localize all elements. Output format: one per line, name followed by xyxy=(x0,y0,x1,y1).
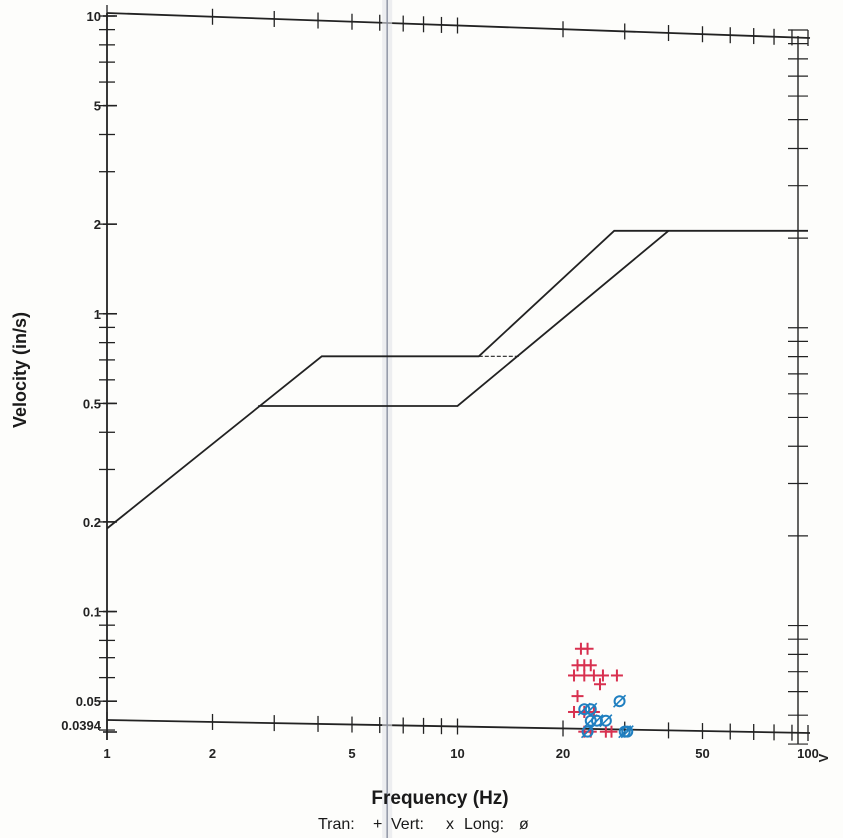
tran-point xyxy=(568,669,581,682)
long-point xyxy=(599,714,613,728)
right-axis-marker: V xyxy=(816,753,831,762)
tran-point xyxy=(581,642,594,655)
y-tick-label: 0.0394 xyxy=(61,718,102,733)
y-tick-label: 0.5 xyxy=(83,396,101,411)
tran-point xyxy=(596,669,609,682)
axis-lines xyxy=(99,0,811,838)
tran-point xyxy=(571,690,584,703)
long-point xyxy=(613,694,627,708)
x-tick-label: 10 xyxy=(450,746,464,761)
data-points xyxy=(568,642,634,739)
y-tick-label: 10 xyxy=(87,9,101,24)
y-tick-label: 0.05 xyxy=(76,694,101,709)
y-tick-label: 5 xyxy=(94,99,101,114)
x-tick-label: 100 xyxy=(797,746,819,761)
tran-point xyxy=(593,678,606,691)
criteria-line xyxy=(106,229,808,530)
legend-symbol-tran: + xyxy=(373,816,382,833)
criteria-line xyxy=(258,230,670,407)
legend-symbol-long: ø xyxy=(519,816,529,833)
x-tick-label: 50 xyxy=(695,746,709,761)
y-tick-label: 0.2 xyxy=(83,515,101,530)
tran-point xyxy=(610,669,623,682)
criteria-lines xyxy=(106,229,808,530)
legend-label-tran: Tran: xyxy=(318,816,355,833)
legend-symbol-vert: x xyxy=(446,816,454,833)
x-tick-label: 2 xyxy=(209,746,216,761)
long-point xyxy=(584,702,598,716)
x-tick-label: 5 xyxy=(348,746,355,761)
bottom-axis-line xyxy=(106,719,811,734)
tran-point xyxy=(568,705,581,718)
x-tick-label: 20 xyxy=(556,746,570,761)
tick-labels: 1 2 5 10 20 50 100 0.0394 0.05 0.1 0.2 0.5 1 2 5 10 xyxy=(61,9,819,761)
legend-label-vert: Vert: xyxy=(391,816,424,833)
long-point xyxy=(580,725,595,739)
top-axis-line xyxy=(106,12,811,39)
legend: Tran: + Vert: x Long: ø xyxy=(318,816,529,833)
y-tick-label: 1 xyxy=(94,307,101,322)
long-point xyxy=(590,714,604,728)
criteria-line-dashed xyxy=(457,230,669,407)
x-axis-title: Frequency (Hz) xyxy=(371,788,508,809)
y-axis-title: Velocity (in/s) xyxy=(10,312,30,428)
tran-point xyxy=(605,725,618,738)
x-tick-label: 1 xyxy=(103,746,110,761)
tran-point xyxy=(584,659,597,672)
legend-label-long: Long: xyxy=(464,816,504,833)
y-tick-label: 2 xyxy=(94,217,101,232)
y-tick-label: 0.1 xyxy=(83,605,101,620)
long-point xyxy=(620,725,634,739)
